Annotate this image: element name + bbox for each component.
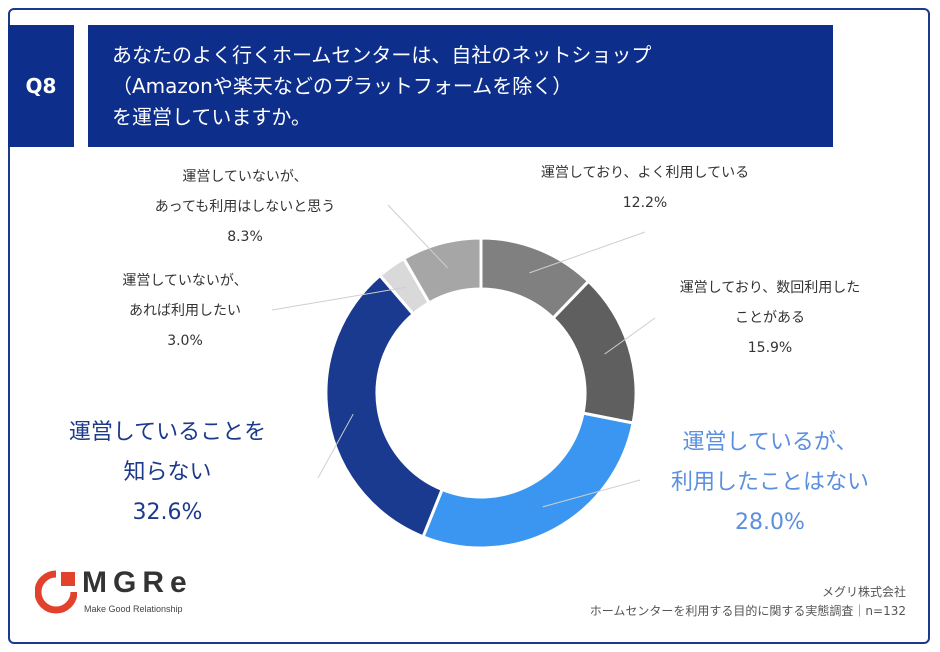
slice-label-text: あれば利用したい [129,303,241,319]
slice-label-never-used: 運営しているが、 利用したことはない 28.0% [640,423,900,543]
slice-label-would-use: 運営していないが、 あれば利用したい 3.0% [90,266,280,356]
company-name: メグリ株式会社 [821,585,906,599]
slice-label-not-aware: 運営していることを 知らない 32.6% [30,413,305,533]
slice-value-label: 12.2% [622,195,668,211]
slice-value-label: 32.6% [132,500,203,525]
slice-label-text: あっても利用はしないと思う [154,199,336,215]
leader-line-used-few-times [604,317,656,355]
slice-value-label: 15.9% [747,340,793,356]
slice-label-text: ことがある [735,310,805,326]
donut-slice-would-not-use [401,236,483,305]
leader-line-not-aware [317,413,354,479]
question-line: を運営していますか。 [112,105,311,129]
question-text: あなたのよく行くホームセンターは、自社のネットショップ （Amazonや楽天など… [88,25,833,147]
logo-tagline: Make Good Relationship [84,604,183,614]
logo-wordmark: MGRe [82,566,193,599]
slice-label-text: 運営しているが、 [682,430,858,455]
survey-info: ホームセンターを利用する目的に関する実態調査｜n=132 [589,604,906,618]
source-note: メグリ株式会社 ホームセンターを利用する目的に関する実態調査｜n=132 [590,583,906,621]
slice-label-frequent-use: 運営しており、よく利用している 12.2% [510,158,780,218]
slice-label-text: 運営しており、数回利用した [679,280,861,296]
slice-value-label: 28.0% [735,510,805,535]
question-number-badge: Q8 [8,25,74,147]
slice-label-text: 運営していることを [68,420,267,445]
leader-line-would-use [271,286,407,311]
donut-slice-not-aware [324,273,445,539]
slice-label-text: 運営しており、よく利用している [540,165,750,181]
slice-label-used-few-times: 運営しており、数回利用した ことがある 15.9% [655,273,885,363]
question-line: （Amazonや楽天などのプラットフォームを除く） [112,74,573,98]
slice-label-text: 運営していないが、 [182,169,308,185]
slice-label-text: 知らない [123,460,212,485]
question-line: あなたのよく行くホームセンターは、自社のネットショップ [112,43,652,67]
slice-value-label: 3.0% [167,333,203,349]
slice-label-text: 利用したことはない [670,470,869,495]
leader-line-never-used [542,479,641,508]
slice-label-text: 運営していないが、 [122,273,248,289]
leader-line-frequent-use [529,231,646,274]
donut-slice-never-used [421,411,635,550]
mgre-logo-icon [35,570,77,614]
slice-value-label: 8.3% [227,229,263,245]
leader-line-would-not-use [387,204,448,269]
slice-label-would-not-use: 運営していないが、 あっても利用はしないと思う 8.3% [120,162,370,252]
